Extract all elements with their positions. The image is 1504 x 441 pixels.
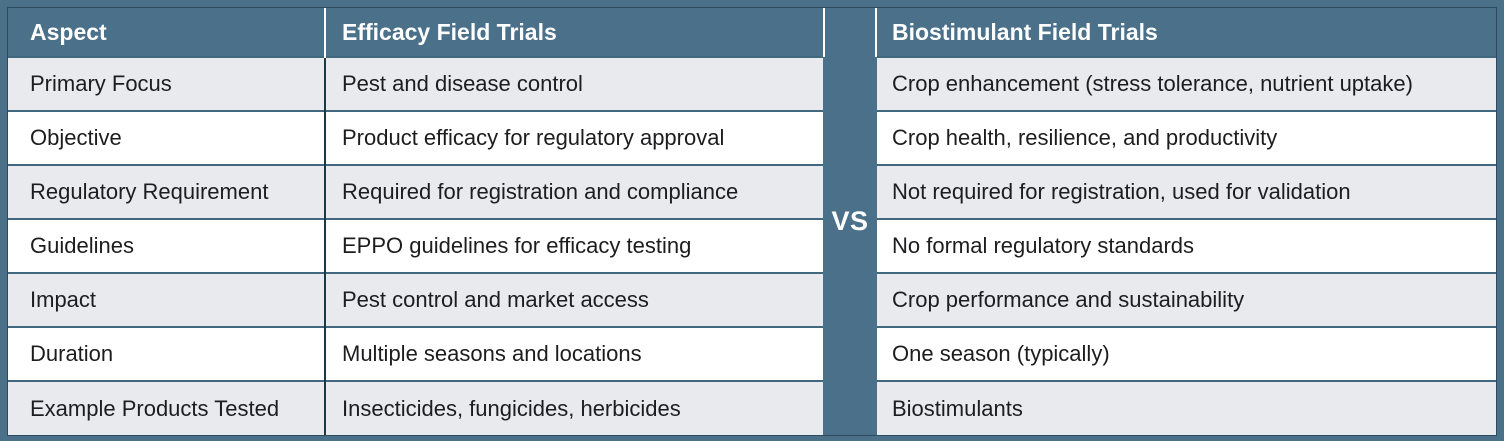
efficacy-cell: Pest control and market access xyxy=(325,272,823,327)
vs-label: VS xyxy=(831,206,869,236)
table-row: Not required for registration, used for … xyxy=(877,164,1496,219)
table-row: Crop health, resilience, and productivit… xyxy=(877,110,1496,165)
efficacy-cell: Product efficacy for regulatory approval xyxy=(325,110,823,165)
table-row: Crop performance and sustainability xyxy=(877,272,1496,327)
table-row: No formal regulatory standards xyxy=(877,218,1496,273)
biostimulant-table: Biostimulant Field Trials Crop enhanceme… xyxy=(877,8,1496,435)
biostimulant-cell: Biostimulants xyxy=(877,380,1496,435)
aspect-cell: Impact xyxy=(8,272,326,327)
aspect-cell: Example Products Tested xyxy=(8,380,326,435)
biostimulant-cell: One season (typically) xyxy=(877,326,1496,381)
comparison-table-inner: Aspect Efficacy Field Trials Primary Foc… xyxy=(7,7,1497,436)
biostimulant-cell: Crop performance and sustainability xyxy=(877,272,1496,327)
table-row: Primary Focus Pest and disease control xyxy=(8,56,823,111)
table-row: Regulatory Requirement Required for regi… xyxy=(8,164,823,219)
aspect-cell: Regulatory Requirement xyxy=(8,164,326,219)
efficacy-cell: Insecticides, fungicides, herbicides xyxy=(325,380,823,435)
header-row: Aspect Efficacy Field Trials xyxy=(8,8,823,57)
table-row: Impact Pest control and market access xyxy=(8,272,823,327)
biostimulant-column-header: Biostimulant Field Trials xyxy=(877,8,1496,57)
biostimulant-cell: No formal regulatory standards xyxy=(877,218,1496,273)
efficacy-cell: Required for registration and compliance xyxy=(325,164,823,219)
biostimulant-cell: Not required for registration, used for … xyxy=(877,164,1496,219)
table-row: Example Products Tested Insecticides, fu… xyxy=(8,380,823,435)
biostimulant-cell: Crop health, resilience, and productivit… xyxy=(877,110,1496,165)
vs-divider: VS xyxy=(823,8,877,435)
aspect-column-header: Aspect xyxy=(8,8,326,57)
efficacy-column-header: Efficacy Field Trials xyxy=(325,8,823,57)
aspect-cell: Objective xyxy=(8,110,326,165)
table-row: Duration Multiple seasons and locations xyxy=(8,326,823,381)
efficacy-table: Aspect Efficacy Field Trials Primary Foc… xyxy=(8,8,823,435)
table-row: One season (typically) xyxy=(877,326,1496,381)
header-row: Biostimulant Field Trials xyxy=(877,8,1496,57)
aspect-cell: Duration xyxy=(8,326,326,381)
aspect-cell: Guidelines xyxy=(8,218,326,273)
efficacy-cell: Multiple seasons and locations xyxy=(325,326,823,381)
table-row: Biostimulants xyxy=(877,380,1496,435)
efficacy-cell: Pest and disease control xyxy=(325,56,823,111)
aspect-cell: Primary Focus xyxy=(8,56,326,111)
table-row: Crop enhancement (stress tolerance, nutr… xyxy=(877,56,1496,111)
biostimulant-cell: Crop enhancement (stress tolerance, nutr… xyxy=(877,56,1496,111)
table-row: Guidelines EPPO guidelines for efficacy … xyxy=(8,218,823,273)
table-row: Objective Product efficacy for regulator… xyxy=(8,110,823,165)
efficacy-cell: EPPO guidelines for efficacy testing xyxy=(325,218,823,273)
